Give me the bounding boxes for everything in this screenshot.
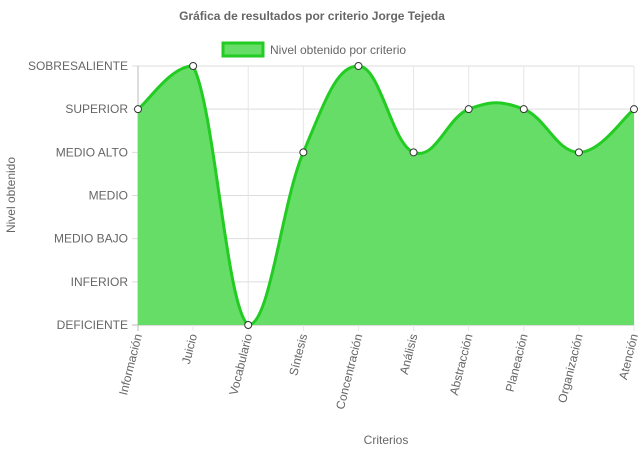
- x-tick-label: Vocabulario: [226, 332, 255, 397]
- y-tick-label: INFERIOR: [71, 275, 129, 289]
- x-tick-label: Información: [116, 332, 145, 396]
- legend[interactable]: Nivel obtenido por criterio: [221, 41, 406, 58]
- chart-title: Gráfica de resultados por criterio Jorge…: [179, 9, 445, 23]
- y-tick-label: SOBRESALIENTE: [28, 59, 128, 73]
- y-tick-label: SUPERIOR: [65, 102, 128, 116]
- area-fill: [138, 66, 634, 325]
- data-points: [134, 62, 638, 329]
- x-tick-label: Juicio: [179, 332, 200, 365]
- y-axis-ticks: DEFICIENTE INFERIOR MEDIO BAJO MEDIO MEDIO A…: [28, 59, 128, 332]
- data-point-5[interactable]: [409, 148, 418, 157]
- x-axis-ticks: Información Juicio Vocabulario Síntesis Conc…: [116, 332, 639, 411]
- y-tick-label: MEDIO: [89, 189, 128, 203]
- legend-swatch: [221, 41, 265, 58]
- data-point-7[interactable]: [519, 105, 528, 114]
- x-axis-title: Criterios: [364, 433, 409, 447]
- x-tick-label: Organización: [555, 332, 586, 404]
- x-tick-label: Planeación: [503, 332, 531, 393]
- data-point-0[interactable]: [134, 105, 142, 114]
- data-point-1[interactable]: [189, 62, 198, 70]
- y-tick-label: MEDIO BAJO: [54, 232, 128, 246]
- x-tick-label: Concentración: [333, 332, 365, 410]
- y-tick-label: MEDIO ALTO: [56, 145, 128, 159]
- x-tick-label: Análisis: [397, 332, 421, 376]
- data-point-9[interactable]: [630, 105, 638, 114]
- x-tick-label: Atención: [616, 332, 639, 381]
- data-point-2[interactable]: [244, 321, 253, 329]
- y-axis-title: Nivel obtenido: [4, 157, 18, 233]
- legend-label: Nivel obtenido por criterio: [270, 43, 406, 57]
- series-area: [137, 64, 635, 327]
- data-point-4[interactable]: [354, 62, 363, 70]
- y-tick-label: DEFICIENTE: [57, 318, 128, 332]
- x-tick-label: Síntesis: [286, 332, 310, 377]
- x-tick-label: Abstracción: [447, 332, 476, 396]
- data-point-8[interactable]: [574, 148, 583, 157]
- data-point-6[interactable]: [464, 105, 473, 114]
- data-point-3[interactable]: [299, 148, 308, 157]
